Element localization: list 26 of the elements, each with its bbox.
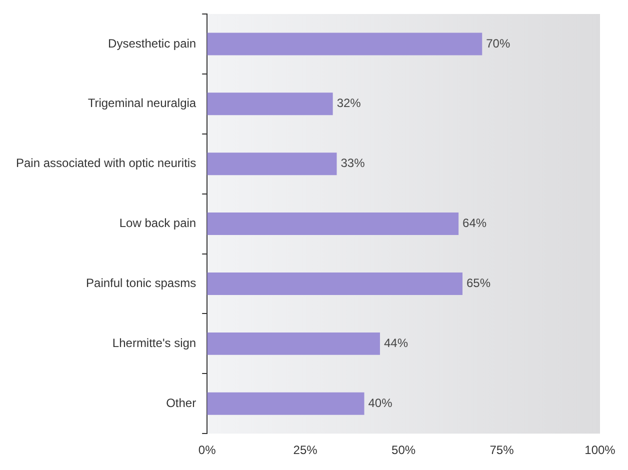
x-tick-label: 50% (392, 443, 416, 458)
x-tick-label: 25% (293, 443, 318, 458)
y-tick-label: Trigeminal neuralgia (88, 96, 196, 110)
bar (207, 272, 462, 295)
y-tick-label: Pain associated with optic neuritis (16, 156, 196, 170)
y-tick-label: Dysesthetic pain (108, 36, 196, 50)
data-label: 33% (340, 156, 366, 170)
data-label: 64% (462, 216, 487, 230)
bar (207, 332, 380, 355)
y-tick-label: Lhermitte's sign (112, 336, 196, 350)
bar (207, 152, 337, 176)
data-label: 32% (336, 96, 362, 110)
bar (207, 92, 333, 116)
data-label: 40% (368, 396, 393, 410)
y-tick-label: Painful tonic spasms (86, 276, 196, 290)
data-label: 65% (466, 276, 491, 290)
bar (207, 212, 459, 236)
y-tick-label: Other (166, 396, 196, 410)
bar (207, 32, 482, 56)
bar (207, 392, 364, 415)
y-tick-label: Low back pain (119, 216, 196, 230)
x-tick-label: 75% (490, 443, 514, 458)
x-tick-label: 100% (584, 443, 616, 458)
x-tick-label: 0% (198, 443, 216, 458)
data-label: 70% (486, 36, 510, 50)
data-label: 44% (384, 336, 408, 350)
